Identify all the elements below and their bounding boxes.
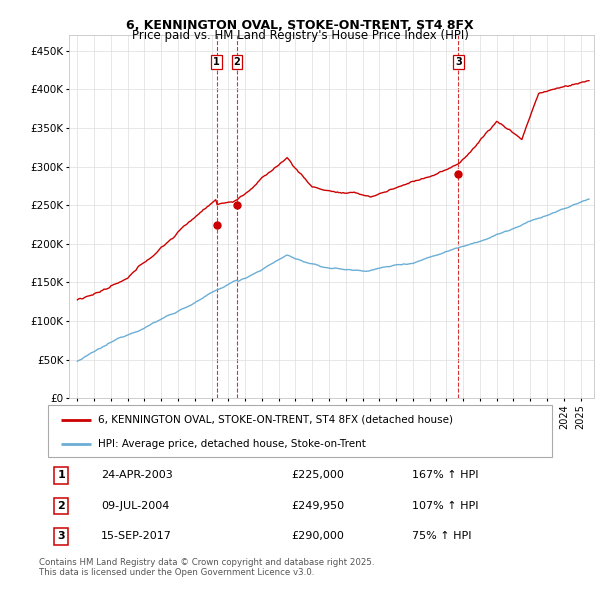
Text: 1: 1: [58, 470, 65, 480]
FancyBboxPatch shape: [48, 405, 552, 457]
Text: £290,000: £290,000: [291, 532, 344, 542]
Text: Contains HM Land Registry data © Crown copyright and database right 2025.
This d: Contains HM Land Registry data © Crown c…: [39, 558, 374, 577]
Text: £225,000: £225,000: [291, 470, 344, 480]
Text: 75% ↑ HPI: 75% ↑ HPI: [412, 532, 472, 542]
Text: 1: 1: [214, 57, 220, 67]
Text: 3: 3: [58, 532, 65, 542]
Text: £249,950: £249,950: [291, 501, 344, 511]
Text: 6, KENNINGTON OVAL, STOKE-ON-TRENT, ST4 8FX (detached house): 6, KENNINGTON OVAL, STOKE-ON-TRENT, ST4 …: [98, 415, 454, 425]
Text: Price paid vs. HM Land Registry's House Price Index (HPI): Price paid vs. HM Land Registry's House …: [131, 30, 469, 42]
Text: HPI: Average price, detached house, Stoke-on-Trent: HPI: Average price, detached house, Stok…: [98, 440, 366, 449]
Text: 09-JUL-2004: 09-JUL-2004: [101, 501, 169, 511]
Text: 2: 2: [233, 57, 241, 67]
Text: 3: 3: [455, 57, 461, 67]
Text: 107% ↑ HPI: 107% ↑ HPI: [412, 501, 479, 511]
Text: 167% ↑ HPI: 167% ↑ HPI: [412, 470, 479, 480]
Text: 2: 2: [58, 501, 65, 511]
Text: 6, KENNINGTON OVAL, STOKE-ON-TRENT, ST4 8FX: 6, KENNINGTON OVAL, STOKE-ON-TRENT, ST4 …: [126, 19, 474, 32]
Text: 15-SEP-2017: 15-SEP-2017: [101, 532, 172, 542]
Text: 24-APR-2003: 24-APR-2003: [101, 470, 173, 480]
